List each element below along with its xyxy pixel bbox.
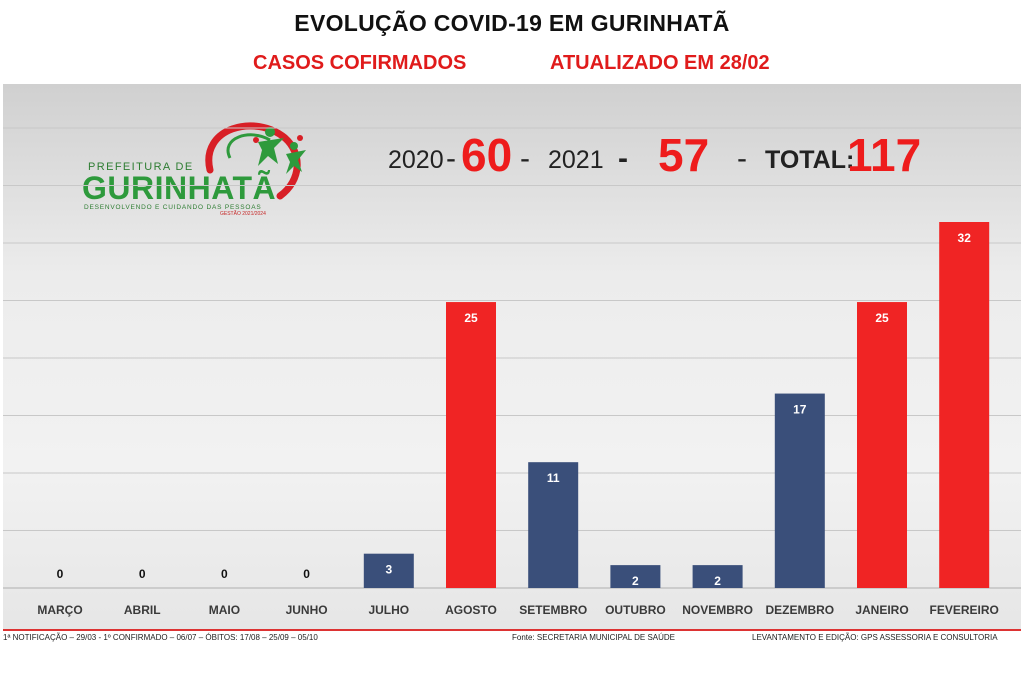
separator: -: [520, 142, 530, 175]
separator: -: [618, 142, 628, 175]
data-label: 32: [958, 231, 972, 245]
logo-gestao: GESTÃO 2021/2024: [220, 211, 266, 217]
x-tick-label: ABRIL: [124, 603, 161, 617]
data-label: 2: [714, 574, 721, 588]
data-label: 11: [547, 471, 560, 485]
year-2021-label: 2021: [548, 146, 604, 174]
x-tick-label: DEZEMBRO: [765, 603, 834, 617]
x-tick-label: AGOSTO: [445, 603, 497, 617]
total-2021-value: 57: [658, 129, 710, 181]
bar-agosto: [446, 302, 496, 588]
bar-setembro: [528, 462, 579, 588]
logo-emblem-icon: [205, 122, 306, 200]
bar-dezembro: [774, 393, 825, 588]
x-tick-label: OUTUBRO: [605, 603, 666, 617]
bar-janeiro: [857, 302, 907, 588]
bar-fevereiro: [939, 222, 990, 588]
x-tick-label: MARÇO: [37, 603, 82, 617]
subtitle-updated: ATUALIZADO EM 28/02: [550, 52, 770, 74]
chart-title: EVOLUÇÃO COVID-19 EM GURINHATÃ: [294, 10, 730, 36]
prefeitura-logo: PREFEITURA DE GURINHATÃ DESENVOLVENDO E …: [80, 118, 315, 218]
logo-name: GURINHATÃ: [82, 170, 277, 206]
summary-row: 2020 - 60 - 2021 - 57 - TOTAL: 117: [0, 124, 1024, 184]
x-tick-label: JUNHO: [286, 603, 328, 617]
data-label: 3: [385, 563, 392, 577]
separator: -: [737, 142, 747, 175]
total-label: TOTAL:: [765, 146, 855, 174]
logo-prefix: PREFEITURA DE: [88, 161, 194, 173]
x-tick-label: MAIO: [209, 603, 240, 617]
x-tick-label: JANEIRO: [855, 603, 908, 617]
footer-notes: 1ª NOTIFICAÇÃO – 29/03 - 1º CONFIRMADO –…: [3, 633, 318, 642]
data-label: 0: [221, 567, 228, 581]
footer-source: Fonte: SECRETARIA MUNICIPAL DE SAÚDE: [512, 633, 676, 642]
chart-panel: [3, 84, 1021, 629]
footer-divider: [3, 629, 1021, 631]
year-2020-label: 2020: [388, 146, 444, 174]
bar-julho: [363, 553, 414, 588]
footer-credits: LEVANTAMENTO E EDIÇÃO: GPS ASSESSORIA E …: [752, 633, 998, 642]
data-label: 25: [464, 311, 478, 325]
x-tick-label: JULHO: [368, 603, 409, 617]
subtitle-cases: CASOS COFIRMADOS: [253, 52, 467, 74]
x-tick-label: NOVEMBRO: [682, 603, 753, 617]
x-tick-label: FEVEREIRO: [930, 603, 999, 617]
separator: -: [446, 142, 456, 175]
data-label: 2: [632, 574, 639, 588]
bar-novembro: [692, 565, 743, 588]
total-2020-value: 60: [461, 129, 513, 181]
data-label: 25: [875, 311, 889, 325]
data-label: 0: [139, 567, 146, 581]
data-label: 0: [303, 567, 310, 581]
data-label: 17: [793, 403, 807, 417]
bar-outubro: [610, 565, 661, 588]
x-tick-label: SETEMBRO: [519, 603, 587, 617]
data-label: 0: [57, 567, 64, 581]
total-value: 117: [847, 129, 922, 181]
logo-tagline: DESENVOLVENDO E CUIDANDO DAS PESSOAS: [84, 204, 262, 211]
